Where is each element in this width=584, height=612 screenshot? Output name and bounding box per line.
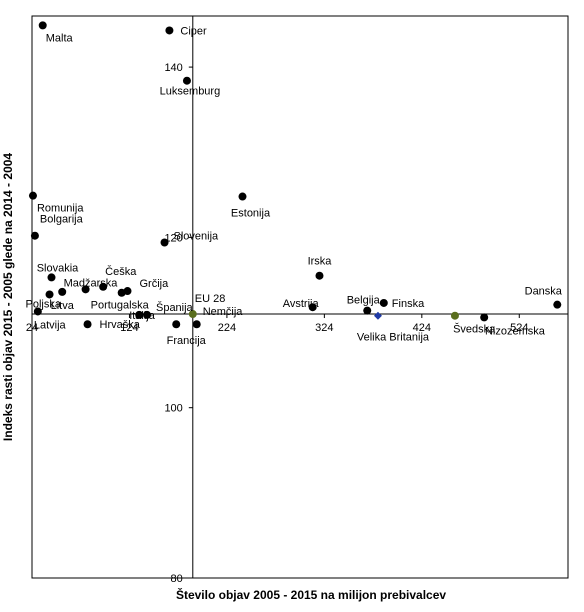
point-nemcija — [192, 320, 201, 329]
label-hrvaska: Hrvaška — [100, 319, 141, 331]
y-tick-label: 120 — [164, 232, 182, 244]
point-ceska — [99, 282, 108, 291]
label-nizozemska: Nizozemska — [485, 326, 546, 338]
label-francija: Francija — [167, 335, 207, 347]
point-irska — [315, 271, 324, 280]
label-luksemburg: Luksemburg — [160, 86, 221, 98]
point-belgija — [363, 306, 372, 315]
point-hrvaska — [83, 320, 92, 329]
point-ciper — [165, 26, 174, 35]
y-axis-title: Indeks rasti objav 2015 - 2005 glede na … — [1, 153, 15, 441]
data-points: Malta Ciper Luksemburg Romunija Estonija Bolg… — [26, 21, 563, 347]
point-malta — [38, 21, 47, 30]
label-irska: Irska — [308, 256, 333, 268]
label-portugalska: Portugalska — [91, 300, 150, 312]
label-eu-28: EU 28 — [195, 293, 226, 305]
label-estonija: Estonija — [231, 208, 271, 220]
label-romunija: Romunija — [37, 203, 84, 215]
x-axis-title: Število objav 2005 - 2015 na milijon pre… — [176, 587, 446, 602]
label-finska: Finska — [392, 298, 425, 310]
point-slovakia — [47, 273, 56, 282]
point-litva — [58, 287, 67, 296]
y-tick-label: 140 — [164, 62, 182, 74]
label-madzarska: Madžarska — [64, 277, 119, 289]
point-svedska — [480, 313, 489, 322]
point-spanija — [142, 310, 151, 319]
point-avstrija — [308, 303, 317, 312]
label-bolgarija: Bolgarija — [40, 214, 84, 226]
label-nemcija: Nemčija — [203, 306, 244, 318]
point-finska — [379, 298, 388, 307]
x-tick-label: 224 — [218, 322, 236, 334]
x-tick-label: 424 — [413, 322, 431, 334]
point-madzarska — [81, 285, 90, 294]
point-estonija — [238, 192, 247, 201]
label-poljska: Poljska — [26, 298, 62, 310]
label-grcija: Grčija — [140, 278, 170, 290]
point-latvija — [33, 307, 42, 316]
plot-frame — [31, 15, 569, 579]
x-tick-label: 324 — [315, 322, 333, 334]
point-bolgarija — [30, 231, 39, 240]
y-tick-label: 80 — [171, 573, 183, 585]
label-slovenija: Slovenija — [174, 231, 220, 243]
point-eu-28 — [188, 310, 197, 319]
point-luksemburg — [182, 76, 191, 85]
label-litva: Litva — [51, 300, 75, 312]
point-italija — [135, 310, 144, 319]
point-poljska — [45, 290, 54, 299]
label-ceska: Češka — [105, 265, 137, 278]
x-tick-label: 524 — [510, 322, 528, 334]
label-malta: Malta — [46, 32, 74, 44]
point-danska — [553, 300, 562, 309]
point-romunija — [28, 191, 37, 200]
x-tick-label: 24 — [26, 322, 38, 334]
label-velika-britanija: Velika Britanija — [357, 332, 430, 344]
label-avstrija: Avstrija — [283, 298, 320, 310]
axes: 24 124 224 324 424 524 80 100 120 140 — [26, 16, 568, 585]
label-svedska: Švedska — [453, 322, 496, 335]
point-francija — [172, 320, 181, 329]
point-portugalska — [117, 288, 126, 297]
y-tick-label: 100 — [164, 403, 182, 415]
point-slovenija — [160, 238, 169, 247]
label-slovakia: Slovakia — [37, 262, 79, 274]
x-tick-label: 124 — [120, 322, 138, 334]
label-latvija: Latvija — [34, 319, 67, 331]
point-nizozemska — [450, 311, 459, 320]
point-velika-britanija — [373, 311, 382, 320]
label-ciper: Ciper — [180, 25, 207, 37]
label-danska: Danska — [525, 286, 563, 298]
label-spanija: Španija — [156, 301, 194, 314]
label-belgija: Belgija — [347, 295, 381, 307]
